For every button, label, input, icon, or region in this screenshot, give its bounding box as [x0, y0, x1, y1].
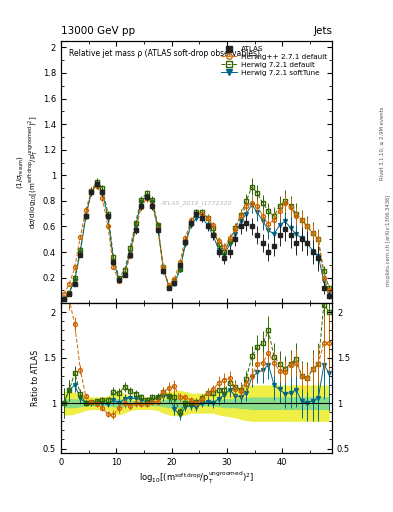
X-axis label: log$_{10}$[(m$^\mathrm{soft\,drop}$/p$_\mathrm{T}^\mathrm{ungroomed}$)$^2$]: log$_{10}$[(m$^\mathrm{soft\,drop}$/p$_\… — [139, 470, 254, 486]
Text: ATLAS_2019_I1772320: ATLAS_2019_I1772320 — [161, 201, 232, 206]
Y-axis label: $(1/\sigma_\mathrm{resum})$
d$\sigma$/d$\,$log$_{10}$[(m$^\mathrm{soft\,drop}$/p: $(1/\sigma_\mathrm{resum})$ d$\sigma$/d$… — [15, 115, 40, 229]
Text: 13000 GeV pp: 13000 GeV pp — [61, 26, 135, 36]
Text: Rivet 3.1.10, ≥ 2.9M events: Rivet 3.1.10, ≥ 2.9M events — [380, 106, 384, 180]
Legend: ATLAS, Herwig++ 2.7.1 default, Herwig 7.2.1 default, Herwig 7.2.1 softTune: ATLAS, Herwig++ 2.7.1 default, Herwig 7.… — [220, 45, 329, 77]
Text: Jets: Jets — [313, 26, 332, 36]
Text: mcplots.cern.ch [arXiv:1306.3436]: mcplots.cern.ch [arXiv:1306.3436] — [386, 195, 391, 286]
Text: Relative jet mass ρ (ATLAS soft-drop observables): Relative jet mass ρ (ATLAS soft-drop obs… — [69, 49, 260, 58]
Y-axis label: Ratio to ATLAS: Ratio to ATLAS — [31, 350, 40, 406]
